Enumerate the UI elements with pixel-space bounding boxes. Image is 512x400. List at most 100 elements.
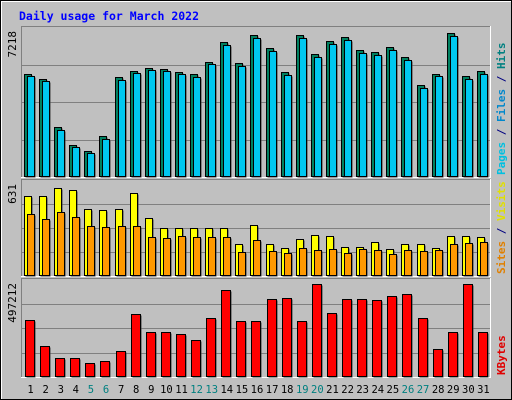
bar-files-day-10 xyxy=(163,71,171,177)
bar-sites-day-3 xyxy=(57,212,65,276)
x-tick-label-7: 7 xyxy=(118,384,124,396)
bar-sites-day-10 xyxy=(163,238,171,276)
x-tick-label-5: 5 xyxy=(88,384,94,396)
bar-kbytes-day-10 xyxy=(161,332,171,377)
legend-part-1: / xyxy=(495,122,508,142)
x-tick-label-11: 11 xyxy=(175,384,188,396)
legend-part-2: Files xyxy=(495,89,508,122)
bar-kbytes-day-22 xyxy=(342,299,352,377)
bar-files-day-2 xyxy=(42,81,50,177)
bar-files-day-18 xyxy=(284,75,292,177)
bar-sites-day-16 xyxy=(253,240,261,276)
bar-sites-day-9 xyxy=(148,237,156,276)
bar-files-day-12 xyxy=(193,77,201,177)
bar-sites-day-27 xyxy=(420,251,428,276)
bar-sites-day-22 xyxy=(344,253,352,276)
bar-kbytes-day-4 xyxy=(70,358,80,377)
bar-kbytes-day-25 xyxy=(387,296,397,377)
bar-kbytes-day-27 xyxy=(418,318,428,377)
x-tick-label-31: 31 xyxy=(477,384,490,396)
bar-sites-day-21 xyxy=(329,249,337,276)
bar-kbytes-day-20 xyxy=(312,284,322,377)
axis-max-label: 7218 xyxy=(6,31,19,58)
bar-files-day-4 xyxy=(72,147,80,177)
legend-part-4: Hits xyxy=(495,43,508,70)
x-tick-label-27: 27 xyxy=(417,384,430,396)
chart-title: Daily usage for March 2022 xyxy=(19,9,199,23)
bar-sites-day-13 xyxy=(208,237,216,276)
bar-files-day-27 xyxy=(420,88,428,177)
bar-sites-day-11 xyxy=(178,236,186,276)
bar-sites-day-23 xyxy=(359,249,367,276)
bar-sites-day-15 xyxy=(238,252,246,276)
bar-sites-day-19 xyxy=(299,248,307,276)
bar-kbytes-day-14 xyxy=(221,290,231,377)
bar-kbytes-day-8 xyxy=(131,314,141,377)
bar-sites-day-18 xyxy=(284,253,292,276)
bar-files-day-13 xyxy=(208,64,216,177)
bar-sites-day-17 xyxy=(269,251,277,276)
bar-files-day-20 xyxy=(314,57,322,177)
bar-sites-day-7 xyxy=(118,226,126,276)
bar-sites-day-20 xyxy=(314,250,322,276)
x-tick-label-30: 30 xyxy=(462,384,475,396)
axis-max-label: 497212 xyxy=(6,283,19,323)
bar-sites-day-6 xyxy=(102,227,110,276)
bar-kbytes-day-15 xyxy=(236,321,246,377)
bar-sites-day-1 xyxy=(27,214,35,276)
bar-sites-day-29 xyxy=(450,244,458,276)
x-tick-label-22: 22 xyxy=(341,384,354,396)
bar-kbytes-day-1 xyxy=(25,320,35,377)
bar-kbytes-day-29 xyxy=(448,332,458,377)
bar-sites-day-30 xyxy=(465,243,473,276)
bar-kbytes-day-5 xyxy=(85,363,95,377)
legend-part-0: Pages xyxy=(495,142,508,175)
bar-files-day-26 xyxy=(404,60,412,177)
x-tick-label-16: 16 xyxy=(251,384,264,396)
bar-files-day-30 xyxy=(465,79,473,177)
legend-part-1: / xyxy=(495,221,508,241)
bar-kbytes-day-18 xyxy=(282,298,292,377)
bar-kbytes-day-13 xyxy=(206,318,216,377)
bar-sites-day-5 xyxy=(87,226,95,276)
bar-kbytes-day-23 xyxy=(357,299,367,377)
bar-sites-day-31 xyxy=(480,242,488,276)
bar-sites-day-25 xyxy=(389,254,397,276)
panel-visits-sites: 631 Sites / Visits xyxy=(6,179,508,277)
legend-label: Pages / Files / Hits xyxy=(495,43,508,176)
bar-kbytes-day-11 xyxy=(176,334,186,377)
bar-files-day-23 xyxy=(359,53,367,177)
x-tick-label-12: 12 xyxy=(190,384,203,396)
bar-kbytes-day-24 xyxy=(372,300,382,377)
bar-files-day-14 xyxy=(223,45,231,177)
bar-sites-day-2 xyxy=(42,219,50,276)
bar-sites-day-28 xyxy=(435,250,443,276)
legend-label: KBytes xyxy=(495,335,508,375)
panel-kbytes: 497212 KBytes xyxy=(6,278,508,378)
bar-kbytes-day-31 xyxy=(478,332,488,377)
legend-part-3: / xyxy=(495,69,508,89)
legend-part-2: Visits xyxy=(495,181,508,221)
bar-kbytes-day-3 xyxy=(55,358,65,377)
axis-max-label: 631 xyxy=(6,184,19,204)
x-tick-label-24: 24 xyxy=(371,384,384,396)
bar-sites-day-8 xyxy=(133,226,141,276)
x-tick-label-1: 1 xyxy=(27,384,33,396)
bar-files-day-15 xyxy=(238,66,246,177)
x-tick-label-2: 2 xyxy=(42,384,48,396)
x-tick-label-13: 13 xyxy=(205,384,218,396)
bar-files-day-24 xyxy=(374,55,382,177)
bar-files-day-1 xyxy=(27,76,35,177)
x-tick-label-29: 29 xyxy=(447,384,460,396)
bar-kbytes-day-6 xyxy=(100,361,110,377)
bar-files-day-7 xyxy=(118,80,126,177)
bar-files-day-25 xyxy=(389,50,397,177)
x-tick-label-8: 8 xyxy=(133,384,139,396)
x-tick-label-14: 14 xyxy=(220,384,233,396)
x-tick-label-6: 6 xyxy=(103,384,109,396)
x-tick-label-23: 23 xyxy=(356,384,369,396)
bar-kbytes-day-2 xyxy=(40,346,50,377)
bar-files-day-8 xyxy=(133,73,141,177)
bar-sites-day-26 xyxy=(404,250,412,276)
x-tick-label-26: 26 xyxy=(402,384,415,396)
